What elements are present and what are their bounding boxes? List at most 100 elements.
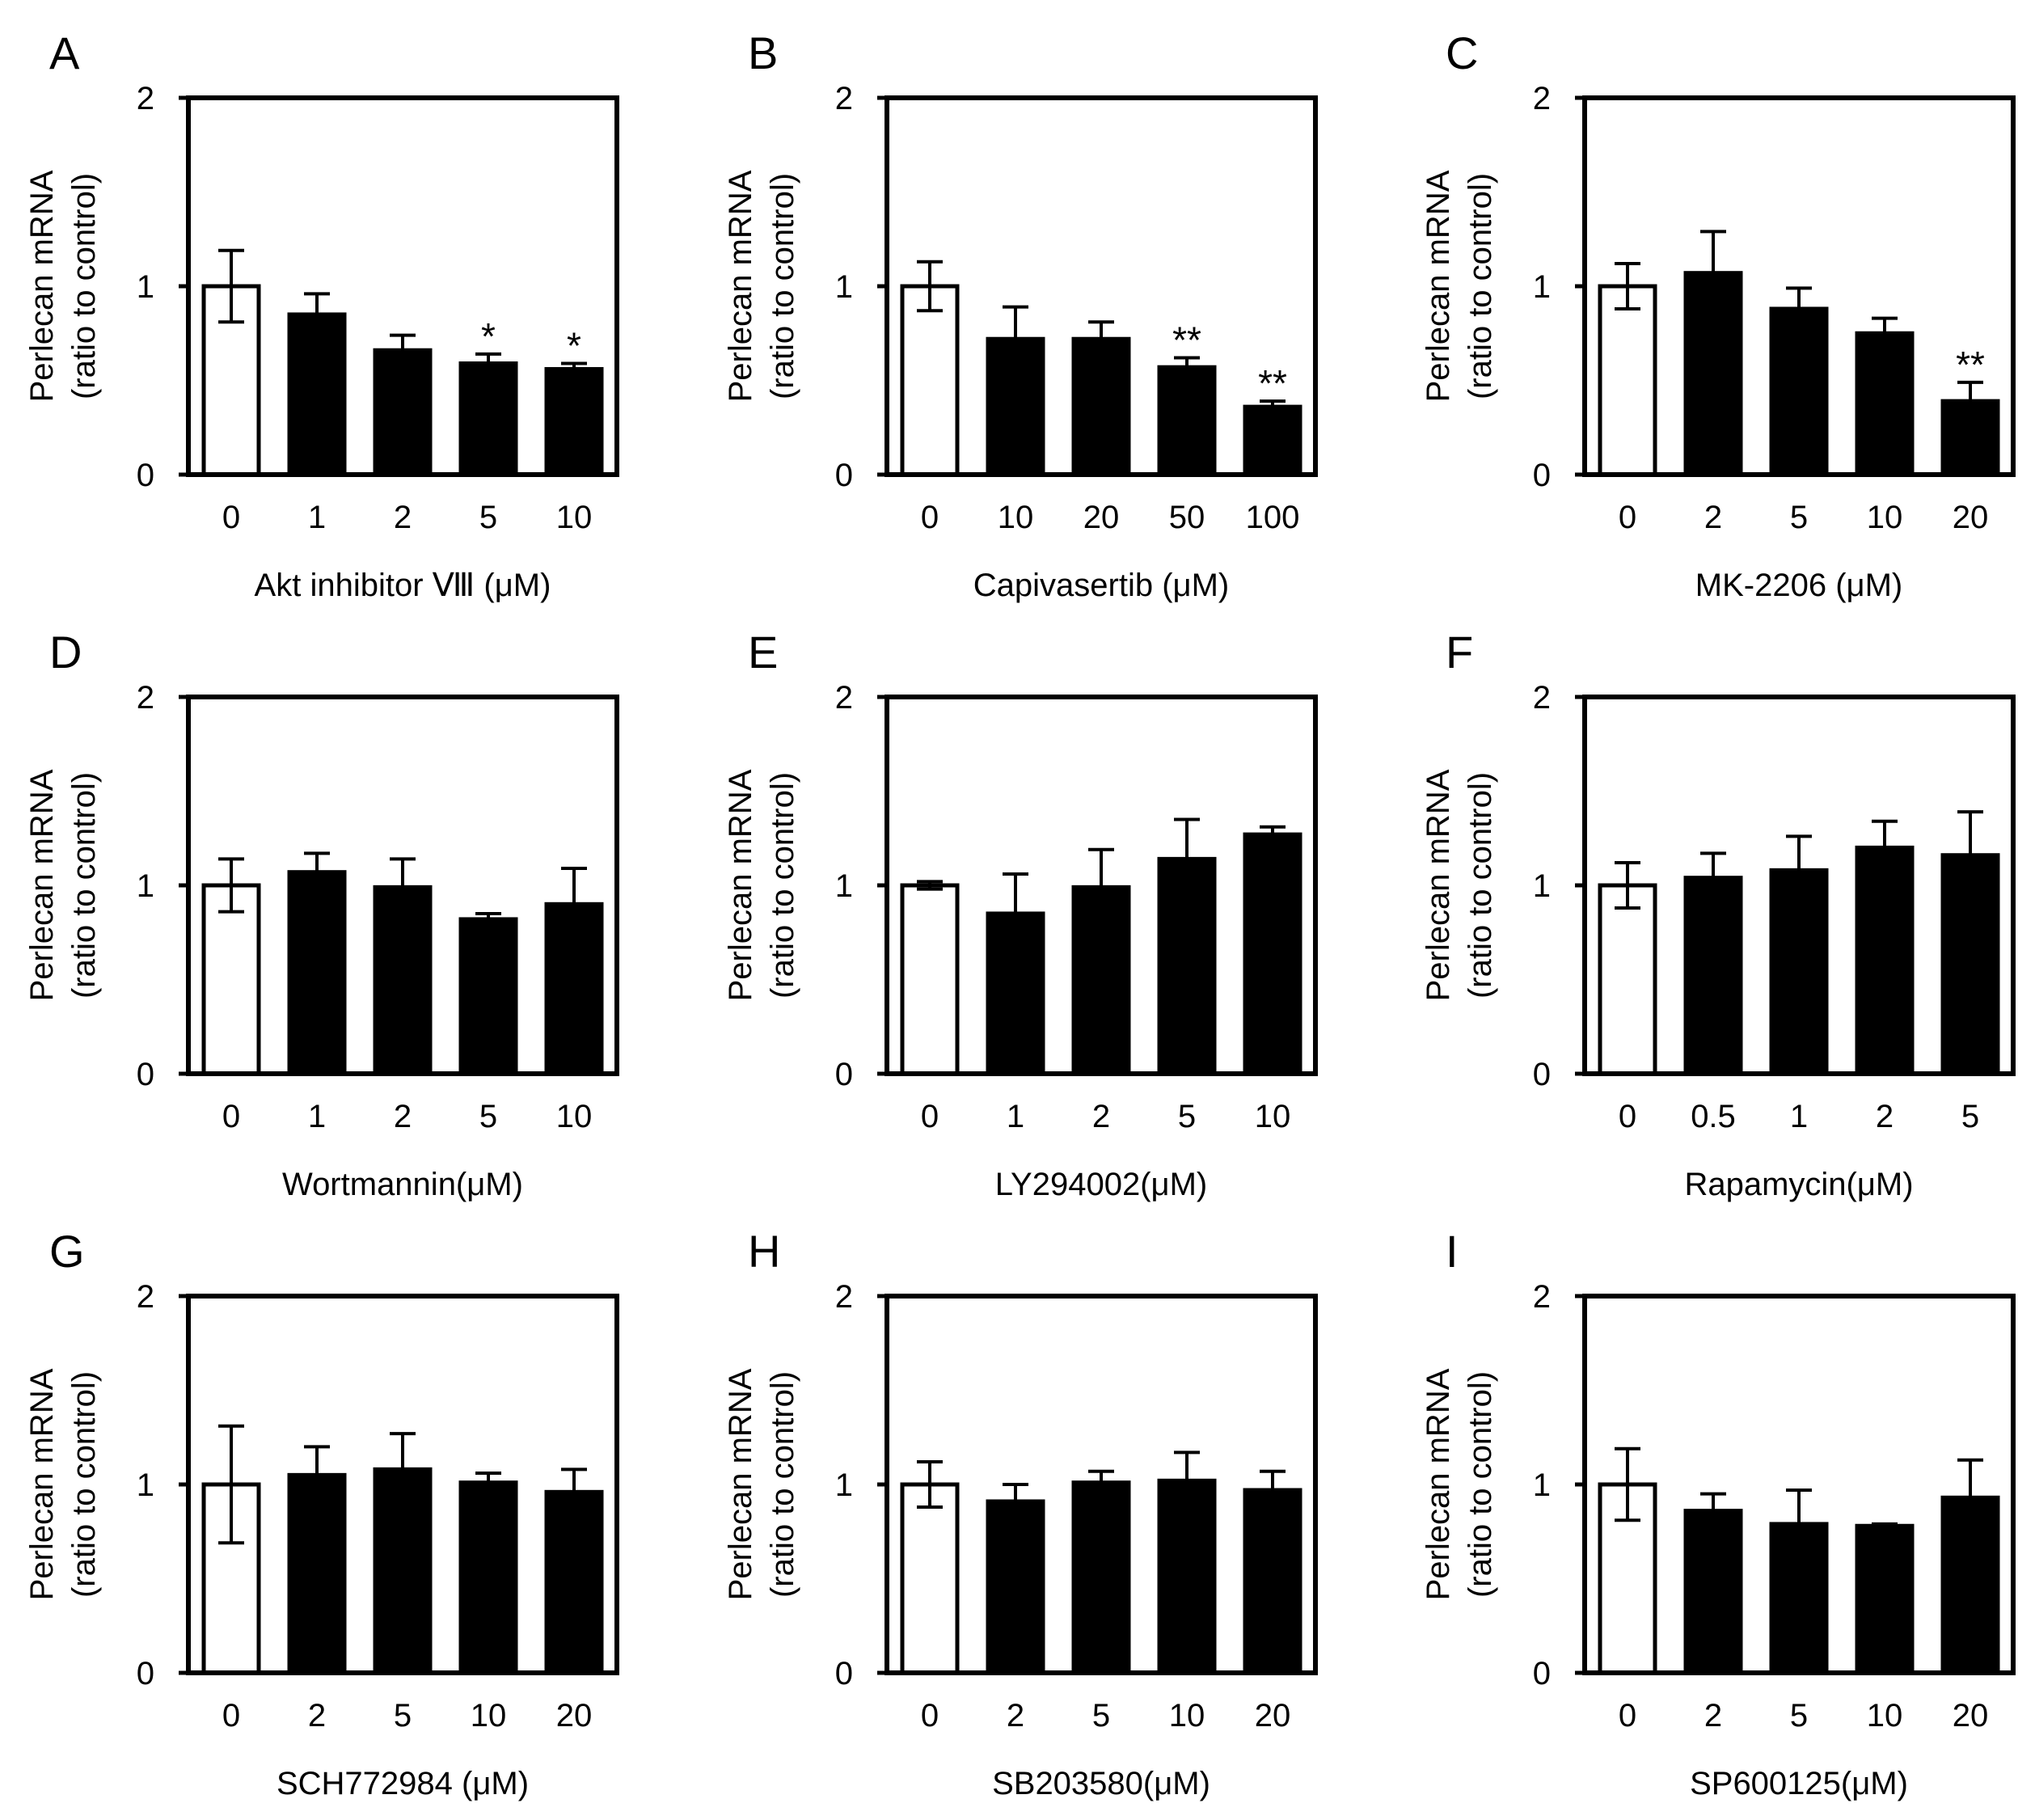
- x-tick-label: 0: [921, 1099, 939, 1134]
- x-tick-label: 10: [471, 1698, 507, 1733]
- bar: [1940, 1495, 2000, 1675]
- bar: [1598, 883, 1657, 1076]
- y-axis-label-units: (ratio to control): [66, 772, 102, 999]
- x-tick-label: 10: [1867, 500, 1903, 535]
- x-tick-label: 0: [921, 500, 939, 535]
- bar: [1157, 1478, 1217, 1675]
- chart-panel-d: D 0 1 2 Perlecan mRNA (ratio to control) 0 1 2 5 1…: [24, 627, 619, 1202]
- bar: [986, 336, 1045, 477]
- x-axis-label: SCH772984 (μM): [277, 1766, 529, 1801]
- significance-marker: *: [481, 315, 496, 357]
- y-tick-label: 1: [835, 1467, 853, 1503]
- panel-letter: F: [1446, 627, 1473, 678]
- y-tick-label: 1: [1533, 868, 1551, 904]
- chart-panel-i: I 0 1 2 Perlecan mRNA (ratio to control) 0 2 5 10…: [1421, 1226, 2016, 1801]
- x-tick-label: 1: [1790, 1099, 1808, 1134]
- significance-marker: **: [1258, 362, 1287, 404]
- bar: [287, 312, 347, 477]
- bar: [1940, 399, 2000, 477]
- bar: [287, 1472, 347, 1675]
- bar: [1071, 885, 1131, 1076]
- x-tick-label: 2: [1876, 1099, 1894, 1134]
- y-tick-label: 1: [835, 868, 853, 904]
- y-tick-label: 2: [1533, 81, 1551, 116]
- plot-frame: [885, 695, 1318, 1076]
- x-tick-label: 5: [1961, 1099, 1979, 1134]
- y-axis-label: Perlecan mRNA: [723, 170, 758, 402]
- panel-letter: G: [49, 1226, 85, 1277]
- bar: [1769, 868, 1829, 1076]
- x-axis-label: SB203580(μM): [992, 1766, 1210, 1801]
- y-axis-label: Perlecan mRNA: [24, 170, 60, 402]
- x-tick-label: 20: [1255, 1698, 1291, 1733]
- bar: [1243, 1488, 1302, 1675]
- bar: [1769, 1522, 1829, 1675]
- x-tick-label: 0: [222, 1099, 240, 1134]
- panel-letter: E: [748, 627, 778, 678]
- chart-panel-a: A 0 1 2 Perlecan mRNA (ratio to control) 0 1 2 * 5…: [24, 27, 619, 603]
- x-tick-label: 5: [1790, 1698, 1808, 1733]
- x-tick-label: 0: [222, 500, 240, 535]
- chart-panel-g: G 0 1 2 Perlecan mRNA (ratio to control) 0 2 5 10…: [24, 1226, 619, 1801]
- bar: [458, 1480, 518, 1675]
- x-tick-label: 2: [308, 1698, 326, 1733]
- y-tick-label: 0: [835, 1057, 853, 1092]
- significance-marker: **: [1172, 319, 1201, 361]
- bar: [900, 1482, 960, 1675]
- significance-marker: *: [567, 325, 581, 367]
- y-axis-label: Perlecan mRNA: [1421, 1368, 1456, 1600]
- bar: [1940, 853, 2000, 1076]
- y-tick-label: 2: [835, 81, 853, 116]
- plot-frame: [885, 95, 1318, 477]
- bar: [986, 1499, 1045, 1675]
- y-tick-label: 0: [137, 1656, 154, 1691]
- x-tick-label: 2: [1007, 1698, 1024, 1733]
- x-tick-label: 0.5: [1691, 1099, 1736, 1134]
- y-axis-label: Perlecan mRNA: [723, 769, 758, 1001]
- y-tick-label: 0: [835, 1656, 853, 1691]
- panel-letter: B: [748, 27, 778, 78]
- x-tick-label: 20: [556, 1698, 593, 1733]
- y-axis-label-units: (ratio to control): [1463, 772, 1498, 999]
- bar: [1243, 832, 1302, 1076]
- x-tick-label: 5: [479, 500, 497, 535]
- panel-letter: C: [1446, 27, 1478, 78]
- y-tick-label: 1: [137, 1467, 154, 1503]
- x-tick-label: 2: [1704, 500, 1722, 535]
- chart-panel-e: E 0 1 2 Perlecan mRNA (ratio to control) 0 1 2 5 1…: [723, 627, 1318, 1202]
- plot-frame: [885, 1294, 1318, 1675]
- bar: [1243, 404, 1302, 477]
- bar: [201, 883, 261, 1076]
- y-tick-label: 1: [1533, 269, 1551, 305]
- bar: [1157, 365, 1217, 477]
- bar: [1157, 856, 1217, 1076]
- bar: [1598, 284, 1657, 477]
- y-tick-label: 1: [137, 868, 154, 904]
- y-axis-label: Perlecan mRNA: [1421, 769, 1456, 1001]
- x-tick-label: 5: [1178, 1099, 1196, 1134]
- y-tick-label: 2: [137, 81, 154, 116]
- x-tick-label: 5: [479, 1099, 497, 1134]
- y-axis-label-units: (ratio to control): [765, 173, 800, 399]
- x-tick-label: 10: [1169, 1698, 1205, 1733]
- y-axis-label: Perlecan mRNA: [24, 1368, 60, 1600]
- x-tick-label: 0: [1619, 500, 1636, 535]
- bar: [287, 870, 347, 1076]
- bar: [900, 883, 960, 1076]
- panel-letter: D: [49, 627, 82, 678]
- y-tick-label: 0: [1533, 458, 1551, 493]
- x-tick-label: 10: [1255, 1099, 1291, 1134]
- bar: [1683, 876, 1743, 1076]
- chart-panel-b: B 0 1 2 Perlecan mRNA (ratio to control) 0 10 20…: [723, 27, 1318, 603]
- bar: [900, 284, 960, 477]
- y-axis-label-units: (ratio to control): [765, 772, 800, 999]
- y-tick-label: 1: [1533, 1467, 1551, 1503]
- plot-frame: [186, 95, 619, 477]
- x-tick-label: 10: [1867, 1698, 1903, 1733]
- y-tick-label: 2: [835, 680, 853, 716]
- x-tick-label: 50: [1169, 500, 1205, 535]
- y-tick-label: 2: [1533, 680, 1551, 716]
- bar: [1855, 331, 1915, 477]
- bar: [1855, 1523, 1915, 1675]
- x-tick-label: 10: [998, 500, 1034, 535]
